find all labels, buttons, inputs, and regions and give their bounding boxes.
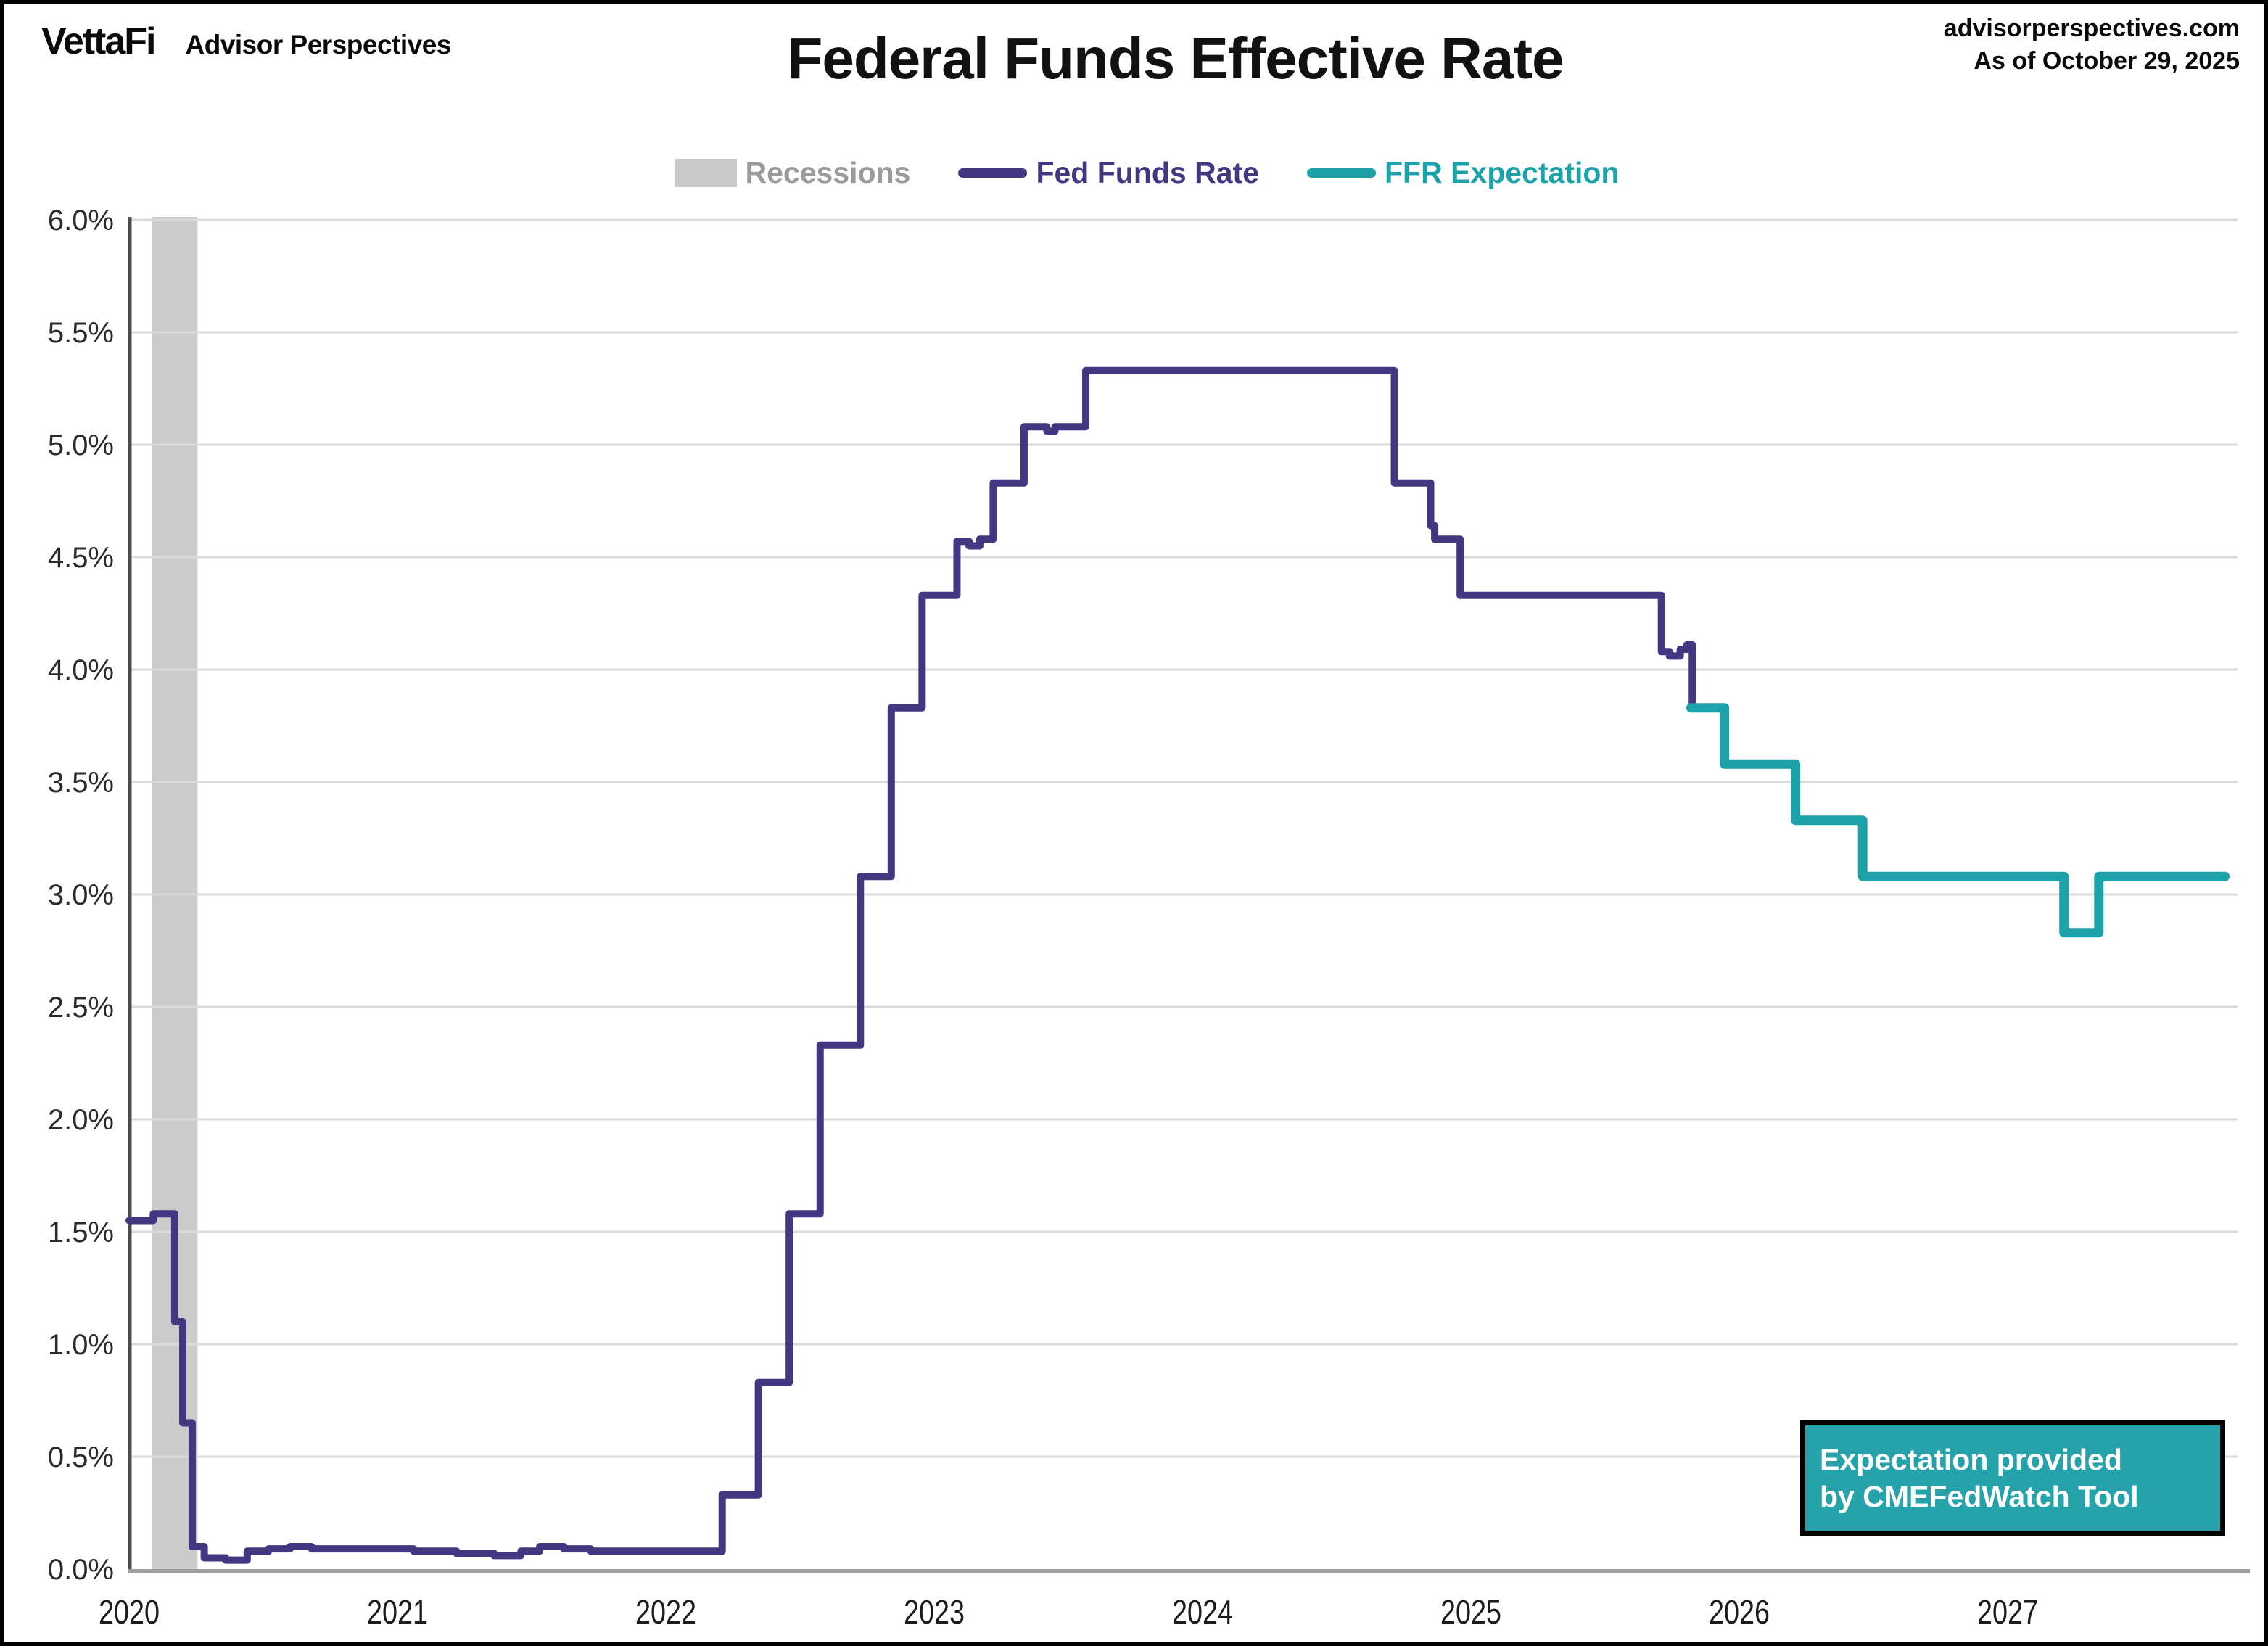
x-axis-tick-label: 2027 xyxy=(1977,1593,2038,1631)
x-axis-tick-label: 2025 xyxy=(1440,1593,1501,1631)
y-axis-tick-label: 0.0% xyxy=(48,1554,114,1586)
legend-label-fed-funds-rate: Fed Funds Rate xyxy=(1036,156,1259,189)
y-axis-tick-label: 3.0% xyxy=(48,879,114,911)
y-axis-tick-label: 5.5% xyxy=(48,317,114,349)
legend-item-fed-funds-rate: Fed Funds Rate xyxy=(958,156,1259,190)
y-axis-tick-label: 2.0% xyxy=(48,1104,114,1136)
cme-fedwatch-annotation: Expectation provided by CMEFedWatch Tool xyxy=(1800,1420,2225,1536)
annotation-line-1: Expectation provided xyxy=(1820,1442,2122,1476)
x-axis-tick-label: 2020 xyxy=(99,1593,160,1631)
recession-band xyxy=(152,217,198,1569)
fed-funds-rate-swatch xyxy=(958,168,1028,178)
y-axis-tick-label: 1.5% xyxy=(48,1217,114,1248)
y-axis-tick-label: 0.5% xyxy=(48,1441,114,1473)
legend-item-ffr-expectation: FFR Expectation xyxy=(1306,156,1620,190)
y-axis-tick-label: 4.5% xyxy=(48,542,114,574)
x-axis-tick-label: 2026 xyxy=(1709,1593,1770,1631)
x-axis-tick-label: 2021 xyxy=(367,1593,428,1631)
fed-funds-rate-line xyxy=(125,366,1696,1564)
source-and-date: advisorperspectives.com As of October 29… xyxy=(1944,12,2240,78)
rate-chart: 0.0% 0.5% 1.0% 1.5% 2.0% 2.5% 3.0% 3.5% 4.0% 4.5%… xyxy=(48,205,2250,1631)
ffr-expectation-line xyxy=(1686,703,2230,938)
y-axis-tick-label: 3.5% xyxy=(48,767,114,799)
legend: Recessions Fed Funds Rate FFR Expectatio… xyxy=(675,156,1620,190)
advisor-perspectives-label: Advisor Perspectives xyxy=(185,30,452,59)
logo-block: VettaFi Advisor Perspectives xyxy=(41,20,451,63)
y-axis-tick-label: 4.0% xyxy=(48,654,114,686)
x-axis-tick-label: 2022 xyxy=(635,1593,696,1631)
source-url: advisorperspectives.com xyxy=(1943,15,2240,42)
y-axis-tick-label: 5.0% xyxy=(48,429,114,461)
x-axis-tick-label: 2024 xyxy=(1172,1593,1233,1631)
legend-item-recessions: Recessions xyxy=(675,156,911,190)
recession-swatch xyxy=(675,159,737,187)
chart-title: Federal Funds Effective Rate xyxy=(787,26,1564,91)
legend-label-ffr-expectation: FFR Expectation xyxy=(1384,156,1620,189)
as-of-date: As of October 29, 2025 xyxy=(1974,47,2240,75)
annotation-line-2: by CMEFedWatch Tool xyxy=(1820,1479,2139,1513)
legend-label-recessions: Recessions xyxy=(745,156,911,189)
y-axis-tick-label: 6.0% xyxy=(48,205,114,236)
y-axis-tick-label: 2.5% xyxy=(48,992,114,1024)
ffr-expectation-swatch xyxy=(1306,168,1376,178)
x-axis-tick-label: 2023 xyxy=(904,1593,965,1631)
y-axis-tick-label: 1.0% xyxy=(48,1329,114,1361)
vettafi-logo: VettaFi xyxy=(41,20,156,62)
